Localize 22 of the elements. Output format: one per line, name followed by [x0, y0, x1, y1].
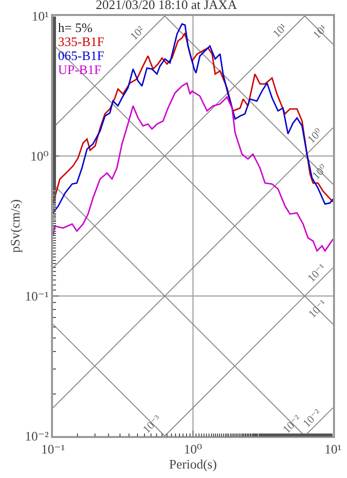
text: 335-B1F [58, 34, 104, 49]
annotation: 10¹ [270, 22, 290, 40]
annotation: h= 5% [58, 20, 93, 35]
annotation: 10⁻¹ [306, 262, 328, 285]
y-tick-label: 10¹ [32, 8, 49, 24]
annotation: 10² [128, 24, 148, 43]
text: 065-B1F [58, 48, 104, 63]
annotation: 10¹ [311, 22, 330, 42]
annotation: 10⁰ [305, 126, 326, 146]
x-tick-label: 10⁰ [184, 441, 202, 456]
text: UP-B1F [58, 62, 102, 77]
chart-title: 2021/03/20 18:10 at JAXA [96, 0, 238, 12]
x-tick-label: 10¹ [324, 441, 342, 456]
annotation: 10⁻³ [140, 412, 164, 436]
y-axis-title: pSv(cm/s) [7, 199, 22, 253]
y-tick-label: 10⁰ [30, 148, 49, 164]
x-tick-label: 10⁻¹ [41, 441, 65, 456]
x-axis-title: Period(s) [169, 456, 217, 472]
y-tick-label: 10⁻² [24, 428, 49, 444]
annotation: 10⁰ [310, 162, 330, 182]
annotation: 10⁻¹ [306, 298, 330, 320]
y-tick-label: 10⁻¹ [24, 288, 49, 304]
